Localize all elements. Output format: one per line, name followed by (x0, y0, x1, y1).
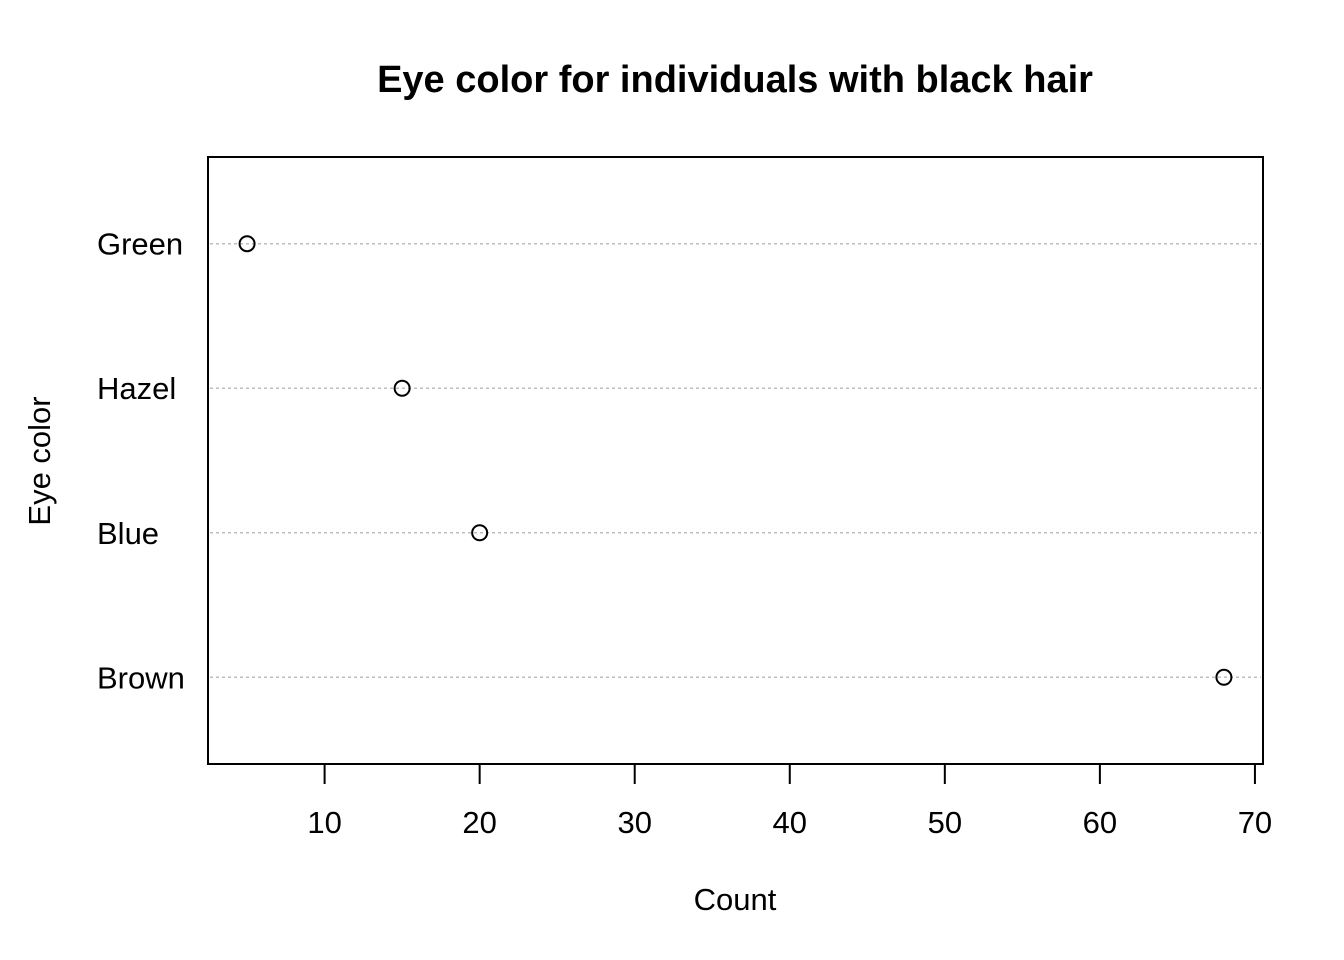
x-tick-label-30: 30 (617, 805, 651, 840)
x-tick-label-10: 10 (307, 805, 341, 840)
guide-lines (210, 242, 1261, 679)
y-axis-title: Eye color (22, 396, 57, 525)
x-tick-label-20: 20 (462, 805, 496, 840)
x-axis: 10 20 30 40 50 60 70 (307, 763, 1272, 840)
x-tick-label-60: 60 (1083, 805, 1117, 840)
category-labels: Brown Blue Hazel Green (97, 227, 185, 696)
category-label-blue: Blue (97, 516, 159, 551)
plot-frame (207, 156, 1264, 765)
x-tick-label-40: 40 (773, 805, 807, 840)
data-point-hazel (393, 379, 411, 397)
x-tick-label-50: 50 (928, 805, 962, 840)
category-label-hazel: Hazel (97, 371, 176, 406)
x-axis-title: Count (694, 882, 777, 917)
data-point-brown (1215, 668, 1233, 686)
data-points (238, 235, 1233, 686)
chart-title: Eye color for individuals with black hai… (377, 59, 1093, 101)
category-label-brown: Brown (97, 660, 185, 695)
data-point-blue (471, 524, 489, 542)
category-label-green: Green (97, 227, 183, 262)
data-point-green (238, 235, 256, 253)
x-tick-label-70: 70 (1238, 805, 1272, 840)
